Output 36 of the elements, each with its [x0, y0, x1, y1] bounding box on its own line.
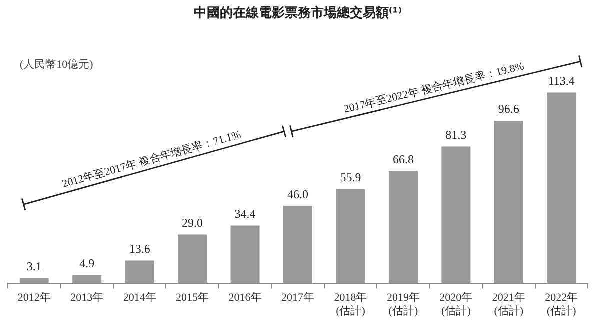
bar — [72, 275, 102, 284]
x-tick-label: 2021年 (估計) — [492, 292, 526, 318]
bar — [125, 260, 154, 284]
bar — [284, 206, 312, 284]
x-tick-label: 2020年 (估計) — [440, 292, 473, 318]
bar — [178, 234, 208, 284]
bar — [494, 120, 524, 284]
x-tick-label: 2018年 (估計) — [334, 292, 368, 318]
chart-title: 中國的在線電影票務市場總交易額⁽¹⁾ — [194, 5, 402, 22]
x-tick-label: 2019年 (估計) — [386, 292, 420, 318]
data-label: 66.8 — [392, 152, 414, 166]
bar — [20, 278, 49, 284]
data-label: 13.6 — [129, 242, 150, 256]
data-label: 113.4 — [548, 74, 575, 88]
data-label: 96.6 — [498, 102, 520, 116]
x-tick-label: 2012年 — [18, 292, 51, 304]
bar — [336, 190, 366, 284]
bar — [442, 146, 471, 284]
x-tick-label: 2022年 (估計) — [545, 292, 578, 318]
data-label: 46.0 — [288, 187, 308, 202]
bar — [388, 171, 418, 284]
data-label: 81.3 — [446, 128, 467, 142]
chart-subtitle: (人民幣10億元) — [20, 58, 94, 72]
bar — [547, 92, 576, 284]
x-tick-label: 2013年 — [70, 292, 104, 304]
x-tick-label: 2016年 — [228, 292, 262, 304]
data-label: 55.9 — [340, 170, 362, 185]
data-label: 29.0 — [182, 216, 204, 230]
data-label: 4.9 — [80, 256, 95, 271]
bar — [230, 226, 260, 284]
x-tick-label: 2014年 — [123, 292, 156, 304]
data-label: 3.1 — [26, 260, 42, 274]
annotation: 2012年至2017年 複合年增長率：71.1% — [60, 128, 242, 191]
x-tick-label: 2017年 — [282, 292, 314, 304]
x-tick-label: 2015年 — [176, 292, 210, 304]
data-label: 34.4 — [234, 206, 256, 221]
